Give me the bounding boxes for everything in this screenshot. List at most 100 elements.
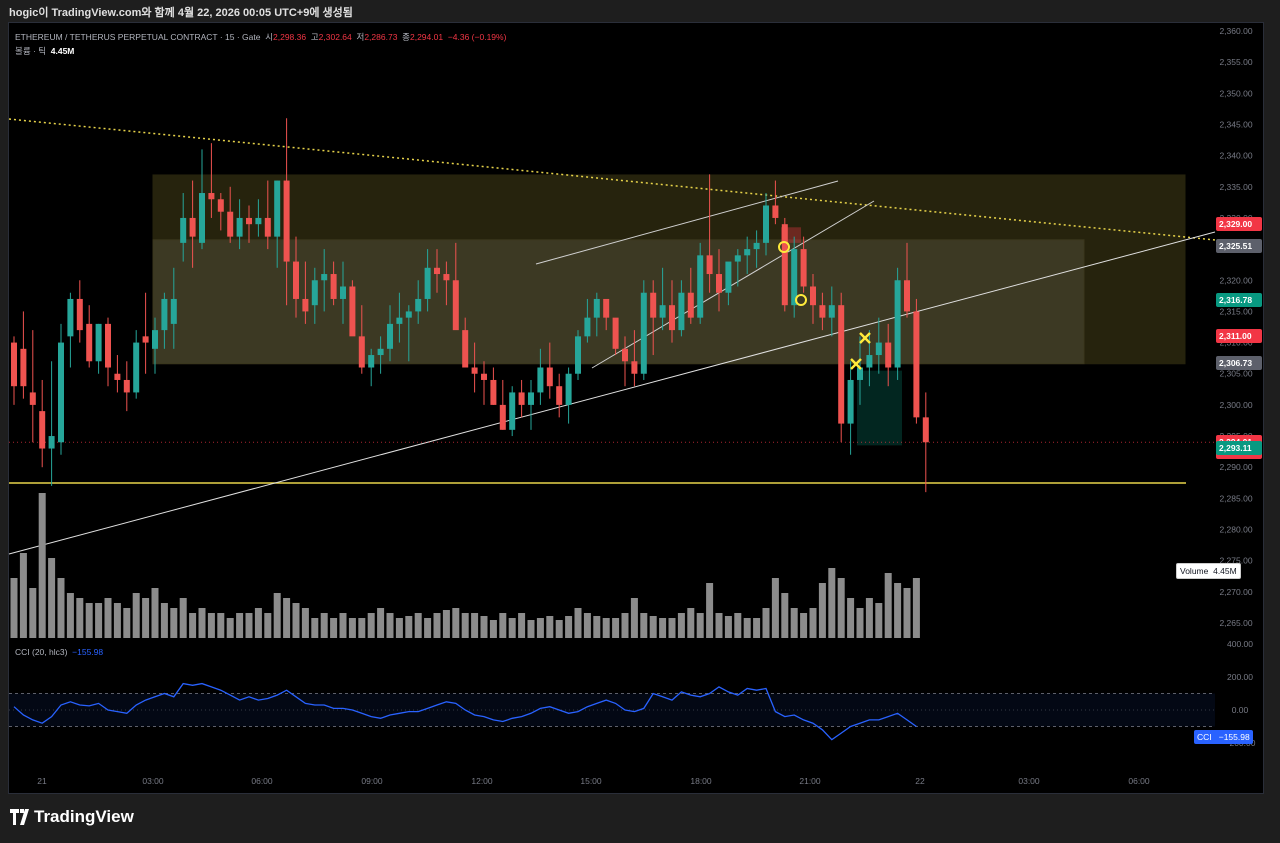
price-tag: 2,293.11	[1216, 440, 1262, 455]
volume-bar	[630, 598, 638, 638]
time-tick-label: 22	[915, 776, 925, 786]
cci-legend[interactable]: CCI (20, hlc3) −155.98	[15, 647, 103, 657]
close-label: 종	[402, 32, 410, 42]
candle-body	[358, 336, 365, 368]
candle-body	[302, 298, 309, 312]
candle-body	[114, 373, 121, 380]
candle-body	[349, 286, 356, 337]
volume-bar	[912, 578, 920, 638]
price-tag: 2,306.73	[1216, 355, 1262, 370]
chart-panel[interactable]	[8, 22, 1264, 794]
price-tick-label: 2,340.00	[1219, 151, 1252, 161]
candle-body	[189, 217, 196, 237]
price-tick-label: 2,290.00	[1219, 462, 1252, 472]
volume-bar	[715, 613, 723, 638]
price-tick-label: 2,345.00	[1219, 119, 1252, 129]
candle-body	[716, 274, 722, 293]
time-tick-label: 06:00	[251, 776, 273, 786]
candle-body	[518, 392, 525, 405]
price-tick-label: 2,315.00	[1219, 306, 1252, 316]
price-tick-label: 2,285.00	[1219, 493, 1252, 503]
candle-body	[170, 298, 177, 324]
candle-body	[424, 267, 431, 299]
volume-bar	[790, 608, 798, 638]
candle-body	[340, 286, 346, 299]
candle-body	[217, 199, 224, 212]
volume-bar	[142, 598, 150, 638]
volume-bar	[743, 618, 751, 638]
candle-body	[866, 355, 873, 368]
volume-bar	[57, 578, 65, 638]
volume-bar	[903, 588, 911, 638]
volume-bar	[593, 616, 601, 638]
volume-bar	[527, 620, 535, 638]
price-tag-value: 2,293.11	[1219, 442, 1252, 453]
candle-body	[330, 274, 337, 299]
volume-bar	[800, 613, 808, 638]
volume-bar	[236, 613, 244, 638]
candle-body	[744, 249, 751, 256]
candle-body	[443, 274, 450, 281]
volume-bar	[254, 608, 262, 638]
volume-bar	[160, 603, 168, 638]
cci-tick-label: 0.00	[1232, 705, 1249, 715]
price-tick-label: 2,355.00	[1219, 57, 1252, 67]
candle-body	[537, 367, 544, 393]
volume-bar	[518, 613, 526, 638]
candle-body	[659, 305, 666, 318]
volume-bar	[424, 618, 432, 638]
title-bar: hogic이 TradingView.com와 함께 4월 22, 2026 0…	[0, 0, 1280, 22]
volume-bar	[508, 618, 516, 638]
marker-cross	[859, 332, 871, 344]
candle-body	[227, 211, 234, 237]
volume-bar	[113, 603, 121, 638]
candle-body	[368, 355, 375, 368]
candle-body	[321, 274, 328, 281]
symbol-title[interactable]: ETHEREUM / TETHERUS PERPETUAL CONTRACT ·…	[15, 32, 261, 42]
price-tag-value: 2,329.00	[1219, 219, 1253, 230]
candle-body	[593, 298, 600, 318]
cci-tick-label: 200.00	[1227, 672, 1253, 682]
price-tag-value: 2,325.51	[1219, 240, 1253, 251]
candle-body	[857, 367, 863, 380]
candle-body	[452, 280, 459, 331]
candle-body	[283, 180, 290, 262]
volume-bar	[189, 613, 197, 638]
volume-bar	[612, 618, 620, 638]
volume-bar	[123, 608, 131, 638]
candle-body	[753, 242, 760, 250]
price-tick-label: 2,300.00	[1219, 400, 1252, 410]
volume-bar	[170, 608, 178, 638]
volume-bar	[762, 608, 770, 638]
candle-body	[377, 348, 384, 356]
candle-body	[509, 392, 516, 430]
cci-tag-value: −155.98	[1218, 732, 1250, 742]
candle-body	[669, 305, 675, 331]
candle-body	[264, 217, 271, 237]
candle-body	[274, 180, 281, 237]
time-tick-label: 21	[37, 776, 47, 786]
volume-bar	[771, 578, 779, 638]
volume-legend-label[interactable]: 볼륨 · 틱	[15, 46, 47, 56]
volume-bar	[76, 598, 84, 638]
volume-bar	[828, 568, 836, 638]
price-tick-label: 2,360.00	[1219, 26, 1252, 36]
time-tick-label: 06:00	[1128, 776, 1150, 786]
candle-body	[161, 298, 168, 331]
candle-body	[462, 330, 469, 368]
candle-body	[556, 386, 563, 405]
candle-body	[481, 373, 487, 380]
volume-bar	[367, 613, 375, 638]
channel-upper-line	[535, 180, 839, 265]
candle-body	[828, 305, 835, 318]
time-tick-label: 03:00	[1018, 776, 1040, 786]
candle-body	[885, 342, 892, 368]
price-tick-label: 2,305.00	[1219, 369, 1252, 379]
high-value: 2,302.64	[318, 32, 352, 42]
candle-body	[152, 330, 158, 349]
volume-bar	[706, 583, 714, 638]
candle-body	[763, 205, 769, 243]
volume-bar	[696, 613, 704, 638]
candle-body	[640, 292, 647, 374]
